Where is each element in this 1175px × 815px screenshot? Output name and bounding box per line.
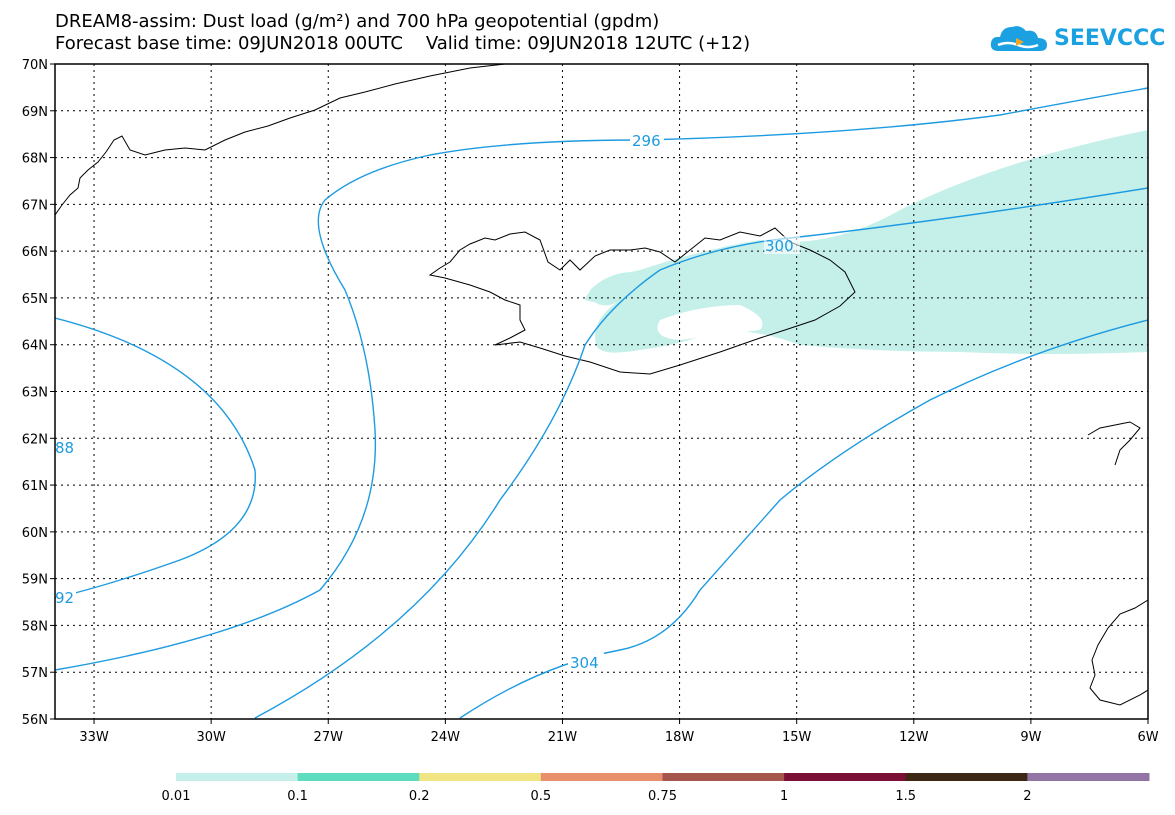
lat-tick-label: 65N bbox=[22, 292, 48, 307]
lat-tick-label: 60N bbox=[22, 526, 48, 541]
contour-304 bbox=[459, 319, 1148, 719]
colorbar-segment bbox=[784, 773, 907, 781]
lat-tick-label: 66N bbox=[22, 245, 48, 260]
graticule-grid bbox=[55, 64, 1148, 719]
dust-colorbar: 0.01 0.1 0.2 0.5 0.75 1 1.5 2 bbox=[162, 773, 1150, 804]
colorbar-label: 2 bbox=[1023, 789, 1031, 804]
colorbar-segment bbox=[419, 773, 542, 781]
lat-tick-label: 62N bbox=[22, 432, 48, 447]
logo-text: SEEVCCC bbox=[1054, 25, 1166, 51]
lon-tick-label: 12W bbox=[899, 730, 929, 745]
colorbar-segment bbox=[297, 773, 420, 781]
faroe-shetland-coast bbox=[1087, 421, 1141, 466]
colorbar-label: 1.5 bbox=[895, 789, 916, 804]
lat-tick-label: 57N bbox=[22, 666, 48, 681]
seevccc-logo: SEEVCCC bbox=[990, 20, 1165, 56]
lon-tick-label: 18W bbox=[665, 730, 695, 745]
contour-labels: 296 300 304 88 92 bbox=[55, 131, 800, 672]
colorbar-label: 0.75 bbox=[648, 789, 677, 804]
lat-tick-label: 59N bbox=[22, 573, 48, 588]
lon-tick-label: 9W bbox=[1020, 730, 1041, 745]
dust-gap bbox=[657, 305, 763, 340]
lon-tick-label: 6W bbox=[1137, 730, 1158, 745]
lat-tick-label: 58N bbox=[22, 619, 48, 634]
lat-tick-label: 67N bbox=[22, 198, 48, 213]
cloud-icon bbox=[990, 26, 1047, 51]
longitude-axis: 33W 30W 27W 24W 21W 18W 15W 12W 9W 6W bbox=[79, 719, 1159, 745]
lat-tick-label: 63N bbox=[22, 386, 48, 401]
lon-tick-label: 21W bbox=[548, 730, 578, 745]
contour-292 bbox=[55, 87, 1148, 671]
lon-tick-label: 33W bbox=[79, 730, 109, 745]
greenland-coast bbox=[55, 64, 506, 216]
contour-label-296: 296 bbox=[632, 132, 661, 150]
lat-tick-label: 70N bbox=[22, 58, 48, 73]
colorbar-segment bbox=[540, 773, 663, 781]
colorbar-label: 1 bbox=[780, 789, 788, 804]
lon-tick-label: 27W bbox=[314, 730, 344, 745]
colorbar-label: 0.01 bbox=[162, 789, 191, 804]
colorbar-segment bbox=[176, 773, 299, 781]
contour-296 bbox=[55, 317, 256, 599]
contour-label-304: 304 bbox=[570, 654, 599, 672]
scotland-coast bbox=[1089, 599, 1148, 706]
contour-300 bbox=[254, 187, 1148, 719]
lon-tick-label: 15W bbox=[782, 730, 812, 745]
lat-tick-label: 64N bbox=[22, 339, 48, 354]
lat-tick-label: 56N bbox=[22, 713, 48, 728]
map-title-line-1: DREAM8-assim: Dust load (g/m²) and 700 h… bbox=[55, 11, 660, 32]
dust-plume-east bbox=[585, 130, 1148, 354]
coastlines bbox=[55, 64, 1148, 706]
colorbar-label: 0.2 bbox=[409, 789, 430, 804]
latitude-axis: 70N 69N 68N 67N 66N 65N 64N 63N 62N 61N 60N 59N 58N 5… bbox=[22, 58, 55, 728]
lat-tick-label: 68N bbox=[22, 152, 48, 167]
colorbar-segment bbox=[1027, 773, 1150, 781]
colorbar-segment bbox=[905, 773, 1028, 781]
lat-tick-label: 61N bbox=[22, 479, 48, 494]
lat-tick-label: 69N bbox=[22, 105, 48, 120]
colorbar-label: 0.1 bbox=[287, 789, 308, 804]
colorbar-segment bbox=[662, 773, 785, 781]
contour-label-88: 88 bbox=[55, 439, 74, 457]
iceland-coast bbox=[428, 227, 856, 375]
contour-label-300: 300 bbox=[765, 237, 794, 255]
dust-load-area bbox=[585, 130, 1148, 354]
dust-patch-west bbox=[590, 271, 640, 306]
colorbar-label: 0.5 bbox=[531, 789, 552, 804]
lon-tick-label: 24W bbox=[431, 730, 461, 745]
map-title-line-2: Forecast base time: 09JUN2018 00UTC Vali… bbox=[55, 33, 751, 54]
lon-tick-label: 30W bbox=[196, 730, 226, 745]
contour-label-92: 92 bbox=[55, 589, 74, 607]
